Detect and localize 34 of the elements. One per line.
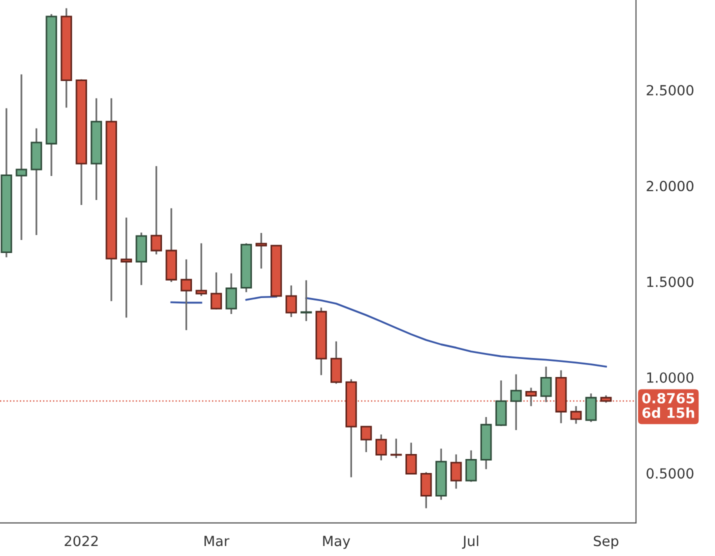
candlestick (510, 373, 522, 431)
x-tick-label: Mar (204, 536, 230, 546)
candlestick (226, 272, 237, 315)
candlestick (330, 340, 342, 385)
candlestick (585, 392, 597, 423)
y-tick-label: 1.5000 (647, 276, 694, 288)
candlestick (450, 454, 462, 490)
x-tick-label: May (323, 536, 350, 549)
y-tick-label: 2.5000 (646, 85, 694, 96)
candlestick (286, 284, 297, 318)
y-tick-label: 1.0000 (647, 372, 694, 383)
candlestick (570, 405, 582, 425)
candlestick (360, 426, 372, 453)
candlestick (405, 442, 417, 475)
x-tick-label: Jul (462, 535, 478, 549)
candlestick (420, 471, 432, 510)
candlestick (150, 165, 162, 256)
candlestick (120, 216, 132, 318)
candlestick (465, 450, 477, 483)
candlestick (210, 272, 222, 310)
text: 6d 15h (642, 407, 694, 418)
candlestick (300, 279, 312, 322)
candlestick (16, 73, 28, 241)
ref-line-label: 0.8765 (642, 392, 694, 404)
x-tick-label: Sep (594, 536, 618, 549)
candlestick (196, 242, 207, 297)
candlestick (540, 366, 552, 403)
x-tick-label: 2022 (64, 536, 98, 546)
candlestick (180, 258, 192, 331)
candlestick (375, 434, 387, 462)
y-tick-label: 0.5000 (646, 468, 694, 479)
y-tick-label: 2.0000 (646, 180, 694, 192)
candlestick (256, 232, 267, 270)
candlestick (495, 380, 507, 427)
